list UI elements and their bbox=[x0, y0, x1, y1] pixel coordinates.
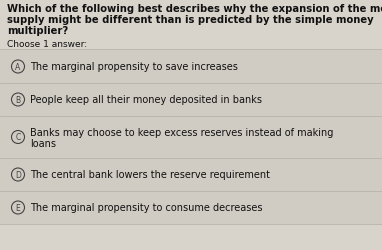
Text: Banks may choose to keep excess reserves instead of making: Banks may choose to keep excess reserves… bbox=[30, 128, 333, 138]
FancyBboxPatch shape bbox=[0, 84, 382, 116]
FancyBboxPatch shape bbox=[0, 191, 382, 224]
Text: D: D bbox=[15, 170, 21, 179]
Text: C: C bbox=[15, 133, 21, 142]
Text: supply might be different than is predicted by the simple money: supply might be different than is predic… bbox=[7, 15, 374, 25]
Text: Choose 1 answer:: Choose 1 answer: bbox=[7, 40, 87, 49]
Text: People keep all their money deposited in banks: People keep all their money deposited in… bbox=[30, 95, 262, 105]
FancyBboxPatch shape bbox=[0, 116, 382, 158]
FancyBboxPatch shape bbox=[0, 51, 382, 84]
Text: The marginal propensity to save increases: The marginal propensity to save increase… bbox=[30, 62, 238, 72]
Text: The marginal propensity to consume decreases: The marginal propensity to consume decre… bbox=[30, 203, 262, 213]
Text: multiplier?: multiplier? bbox=[7, 26, 68, 36]
Text: E: E bbox=[16, 203, 20, 212]
Text: A: A bbox=[15, 63, 21, 72]
FancyBboxPatch shape bbox=[0, 158, 382, 191]
Text: Which of the following best describes why the expansion of the money: Which of the following best describes wh… bbox=[7, 4, 382, 14]
Text: loans: loans bbox=[30, 138, 56, 148]
Text: B: B bbox=[15, 96, 21, 104]
Text: The central bank lowers the reserve requirement: The central bank lowers the reserve requ… bbox=[30, 170, 270, 180]
